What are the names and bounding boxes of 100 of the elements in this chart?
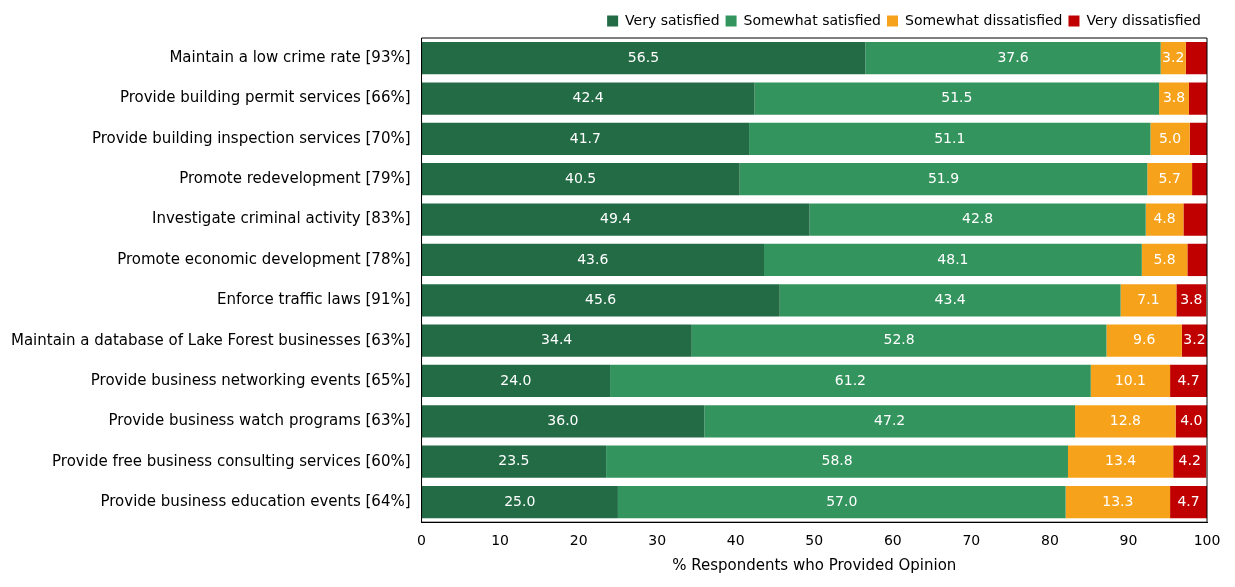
x-tick-label: 10 <box>491 532 510 549</box>
bar <box>1187 243 1207 277</box>
data-label: 51.5 <box>941 89 973 106</box>
bar <box>421 122 750 156</box>
bar <box>739 163 1148 196</box>
data-label: 12.8 <box>1109 411 1141 428</box>
data-label: 4.8 <box>1153 210 1176 227</box>
data-label: 3.2 <box>1183 331 1206 348</box>
x-tick-label: 20 <box>569 532 588 549</box>
y-tick-label: Maintain a database of Lake Forest businesses [63%] <box>10 330 411 349</box>
bar <box>421 163 740 196</box>
bar <box>1189 122 1207 156</box>
data-label: 57.0 <box>826 492 858 509</box>
bar <box>1147 163 1193 196</box>
data-label: 51.1 <box>934 129 966 146</box>
data-label: 25.0 <box>504 492 536 509</box>
y-tick-label: Promote redevelopment [79%] <box>179 169 411 188</box>
bar <box>421 485 618 519</box>
bar <box>1067 445 1174 478</box>
y-tick-label: Enforce traffic laws [91%] <box>217 290 411 309</box>
data-label: 3.2 <box>1162 48 1185 65</box>
data-label: 34.4 <box>541 331 573 348</box>
bar <box>865 42 1161 75</box>
data-label: 43.4 <box>934 290 966 307</box>
data-label: 5.0 <box>1158 129 1182 146</box>
data-label: 23.5 <box>498 452 530 469</box>
data-label: 42.4 <box>572 89 604 106</box>
data-label: 58.8 <box>821 452 853 469</box>
bar <box>1192 163 1207 196</box>
x-tick-label: 0 <box>417 532 427 549</box>
bar <box>1120 284 1177 317</box>
data-label: 4.2 <box>1178 452 1201 469</box>
bar <box>617 485 1066 519</box>
data-label: 9.6 <box>1133 331 1156 348</box>
data-label: 45.6 <box>585 290 617 307</box>
legend-label: Very dissatisfied <box>1086 11 1201 28</box>
data-label: 36.0 <box>547 411 579 428</box>
y-tick-label: Provide business networking events [65%] <box>90 370 411 389</box>
y-tick-label: Provide business watch programs [63%] <box>108 411 411 430</box>
bar <box>1185 42 1207 75</box>
x-tick-label: 100 <box>1193 532 1221 549</box>
y-tick-label: Provide building permit services [66%] <box>119 88 411 107</box>
data-label: 5.8 <box>1153 250 1176 267</box>
bar <box>421 42 866 75</box>
y-tick-label: Provide free business consulting services [60%] <box>52 451 411 470</box>
bar <box>1150 122 1190 156</box>
data-label: 4.0 <box>1180 411 1203 428</box>
data-label: 61.2 <box>834 371 866 388</box>
bar <box>1065 485 1171 519</box>
bar <box>1183 203 1207 236</box>
bar <box>704 405 1076 438</box>
data-label: 37.6 <box>997 48 1029 65</box>
bar <box>809 203 1146 236</box>
bar <box>1106 324 1182 357</box>
x-tick-label: 30 <box>648 532 667 549</box>
data-label: 56.5 <box>627 48 660 65</box>
data-label: 13.3 <box>1102 492 1134 509</box>
data-label: 4.7 <box>1177 492 1200 509</box>
bar <box>421 445 607 478</box>
bar <box>754 82 1160 115</box>
bar <box>1159 82 1189 115</box>
data-label: 49.4 <box>599 210 632 227</box>
legend-label: Somewhat satisfied <box>743 11 881 28</box>
bar <box>606 445 1068 478</box>
x-tick-label: 90 <box>1119 532 1138 549</box>
bar <box>764 243 1142 277</box>
data-label: 43.6 <box>577 250 609 267</box>
bar <box>1075 405 1176 438</box>
bar <box>610 364 1091 398</box>
data-label: 4.7 <box>1177 371 1200 388</box>
bar <box>1145 203 1184 236</box>
x-tick-label: 70 <box>962 532 981 549</box>
legend-label: Somewhat dissatisfied <box>904 11 1063 28</box>
data-label: 42.8 <box>962 210 994 227</box>
x-tick-label: 50 <box>805 532 824 549</box>
data-label: 51.9 <box>927 169 960 186</box>
bar <box>421 82 755 115</box>
data-label: 52.8 <box>883 331 915 348</box>
bar <box>421 243 765 277</box>
bar <box>421 284 780 317</box>
bar <box>1090 364 1171 398</box>
data-label: 24.0 <box>500 371 532 388</box>
y-tick-label: Provide building inspection services [70%] <box>91 128 411 147</box>
data-label: 3.8 <box>1162 89 1186 106</box>
data-label: 3.8 <box>1180 290 1203 307</box>
x-axis-title: % Respondents who Provided Opinion <box>672 555 957 574</box>
data-label: 7.1 <box>1137 290 1160 307</box>
bar <box>691 324 1107 357</box>
data-label: 10.1 <box>1114 371 1146 388</box>
bar <box>1188 82 1207 115</box>
bar <box>779 284 1121 317</box>
data-label: 47.2 <box>874 411 906 428</box>
bar <box>421 364 611 398</box>
data-label: 41.7 <box>569 129 601 146</box>
x-tick-label: 80 <box>1041 532 1059 549</box>
x-tick-label: 40 <box>726 532 745 549</box>
data-label: 40.5 <box>565 169 597 186</box>
bar <box>421 324 692 357</box>
data-label: 5.7 <box>1158 169 1181 186</box>
data-label: 13.4 <box>1105 452 1137 469</box>
